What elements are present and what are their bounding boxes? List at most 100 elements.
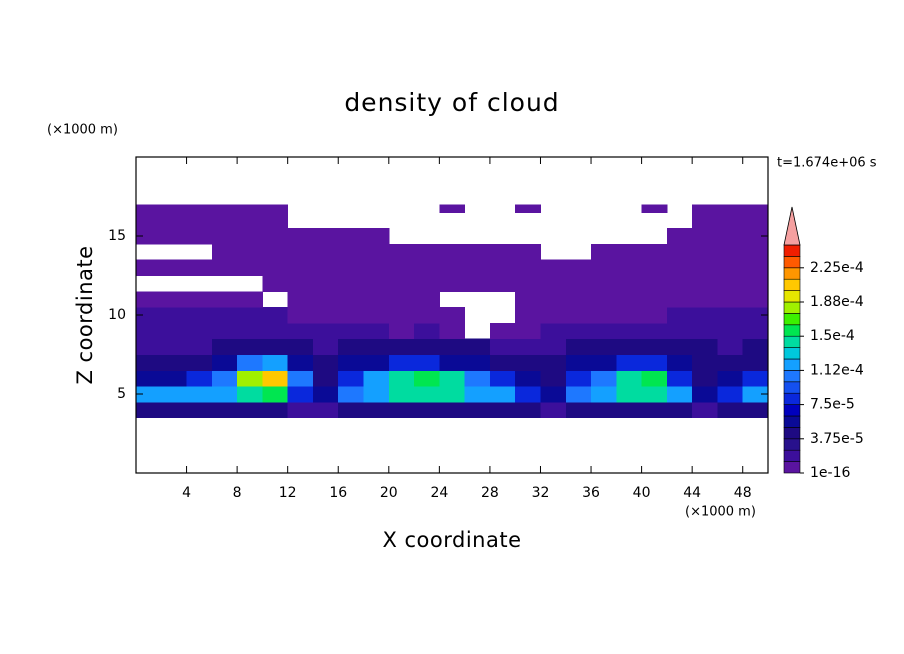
cell <box>717 354 744 371</box>
cell <box>515 322 541 340</box>
cell <box>237 386 263 403</box>
colorbar-box <box>783 301 801 314</box>
cell <box>338 401 365 419</box>
x-tick-label: 40 <box>633 485 651 501</box>
cell <box>641 338 668 355</box>
cell <box>136 370 162 387</box>
cell <box>515 370 541 387</box>
cell <box>161 307 188 324</box>
cell <box>338 259 365 276</box>
colorbar-tick-label: 1.5e-4 <box>810 328 855 344</box>
colorbar-tick-label: 1e-16 <box>810 465 850 481</box>
cell <box>237 354 263 371</box>
cell <box>439 243 466 261</box>
x-tick-label: 8 <box>233 485 242 501</box>
x-tick-label: 24 <box>430 485 448 501</box>
cell <box>616 401 643 419</box>
cell <box>540 370 567 387</box>
cell <box>161 291 188 308</box>
cell <box>464 259 491 276</box>
cell <box>540 291 567 308</box>
cell <box>717 322 744 340</box>
cell <box>565 401 592 419</box>
cell <box>287 307 314 324</box>
x-tick-label: 20 <box>380 485 398 501</box>
cell <box>439 275 466 292</box>
cell <box>312 259 339 276</box>
cell <box>312 354 339 371</box>
cell <box>439 354 466 371</box>
cell <box>338 386 365 403</box>
cell <box>717 291 744 308</box>
cell <box>717 370 744 387</box>
cell <box>136 259 162 276</box>
cell <box>338 338 365 355</box>
colorbar-box <box>783 370 801 383</box>
cell <box>414 370 440 387</box>
cell <box>136 204 162 213</box>
cell <box>287 386 314 403</box>
cell <box>237 291 263 308</box>
y-tick-label: 10 <box>108 307 126 323</box>
y-tick-label: 15 <box>108 228 126 244</box>
cell <box>186 307 213 324</box>
cell <box>312 228 339 245</box>
cell <box>515 275 541 292</box>
cell <box>692 275 718 292</box>
cell <box>388 386 415 403</box>
colorbar-box <box>783 461 801 474</box>
cell <box>262 322 289 340</box>
cell <box>363 338 390 355</box>
cell <box>717 401 744 419</box>
cell <box>211 354 238 371</box>
cell <box>186 259 213 276</box>
cell <box>591 370 617 387</box>
cell <box>388 259 415 276</box>
cell <box>439 370 466 387</box>
cell <box>287 243 314 261</box>
cell <box>641 243 668 261</box>
cell <box>742 338 769 355</box>
cell <box>211 307 238 324</box>
cell <box>388 275 415 292</box>
cell <box>338 370 365 387</box>
cell <box>312 322 339 340</box>
cell <box>692 338 718 355</box>
cell <box>439 322 466 340</box>
cell <box>742 243 769 261</box>
colorbar-box <box>783 415 801 428</box>
colorbar-box <box>783 427 801 440</box>
colorbar-box <box>783 256 801 269</box>
colorbar-box <box>783 404 801 417</box>
cell <box>237 401 263 419</box>
cell <box>565 386 592 403</box>
cell <box>312 291 339 308</box>
colorbar-box <box>783 347 801 360</box>
x-tick-label: 48 <box>734 485 752 501</box>
cell <box>692 204 718 213</box>
cell <box>136 307 162 324</box>
colorbar-box <box>783 438 801 451</box>
cell <box>489 338 516 355</box>
cell <box>262 401 289 419</box>
cell <box>666 243 693 261</box>
cell <box>287 259 314 276</box>
cell <box>717 307 744 324</box>
cell <box>742 291 769 308</box>
cell <box>338 354 365 371</box>
cell <box>262 243 289 261</box>
cell <box>338 307 365 324</box>
cell <box>717 243 744 261</box>
cell <box>742 204 769 213</box>
cell <box>414 338 440 355</box>
cell <box>616 386 643 403</box>
cell <box>414 307 440 324</box>
cell <box>666 322 693 340</box>
cell <box>540 275 567 292</box>
y-unit: (×1000 m) <box>47 123 118 138</box>
cell <box>717 212 744 229</box>
cell <box>287 275 314 292</box>
colorbar-extend <box>783 206 801 246</box>
cell <box>616 354 643 371</box>
chart-title: density of cloud <box>344 88 559 117</box>
